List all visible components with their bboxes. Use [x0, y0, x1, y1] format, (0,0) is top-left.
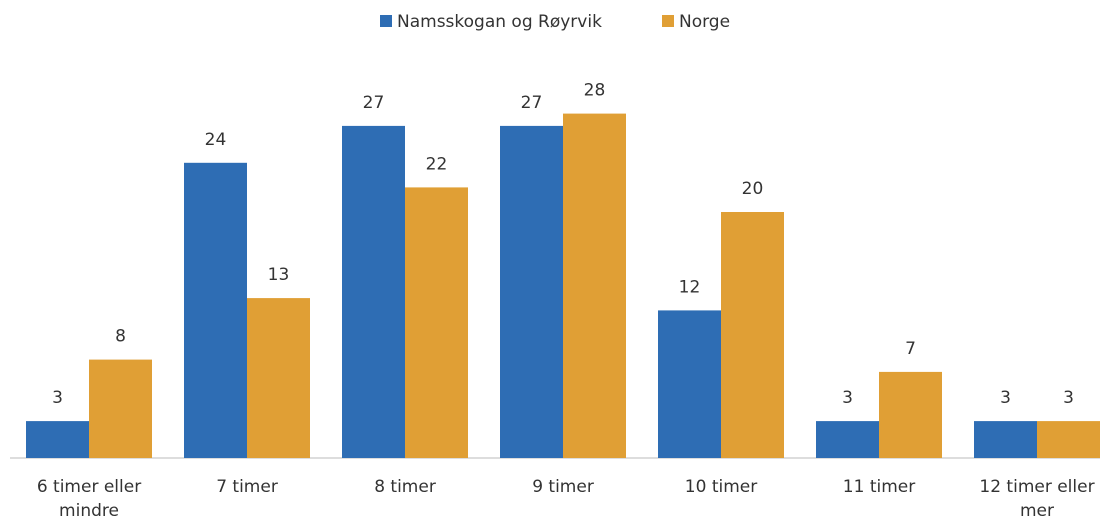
bar — [879, 371, 942, 458]
bar — [89, 359, 152, 458]
bar — [500, 125, 563, 459]
bar — [405, 187, 468, 458]
x-tick-label: 11 timer — [842, 477, 916, 497]
data-label: 24 — [205, 130, 227, 150]
legend-swatch — [662, 15, 674, 27]
data-label: 3 — [1000, 388, 1011, 408]
x-tick-label: 6 timer eller mindre — [36, 477, 142, 519]
data-label: 28 — [584, 81, 606, 101]
bar — [816, 421, 879, 458]
bar — [974, 421, 1037, 458]
bar — [184, 162, 247, 459]
data-label: 20 — [742, 179, 764, 199]
data-label: 3 — [1063, 388, 1074, 408]
x-tick-label: 12 timer eller mer — [979, 477, 1095, 519]
data-label: 7 — [905, 339, 916, 359]
data-label: 12 — [679, 277, 701, 297]
x-tick-label: 7 timer — [216, 477, 278, 497]
data-label: 8 — [115, 327, 126, 347]
data-label: 3 — [842, 388, 853, 408]
x-tick-label: 10 timer — [684, 477, 758, 497]
data-label: 3 — [52, 388, 63, 408]
legend-label: Namsskogan og Røyrvik — [397, 12, 602, 32]
x-tick-label: 8 timer — [374, 477, 436, 497]
legend-swatch — [380, 15, 392, 27]
bar — [721, 212, 784, 458]
bar — [1037, 421, 1100, 458]
bar — [342, 125, 405, 459]
x-tick-label: 9 timer — [532, 477, 594, 497]
data-label: 22 — [426, 154, 448, 174]
bar — [658, 310, 721, 458]
legend-label: Norge — [679, 12, 730, 32]
data-label: 27 — [363, 93, 385, 113]
bar — [247, 298, 310, 458]
bar — [563, 113, 626, 458]
bar — [26, 421, 89, 458]
data-label: 27 — [521, 93, 543, 113]
data-label: 13 — [268, 265, 290, 285]
